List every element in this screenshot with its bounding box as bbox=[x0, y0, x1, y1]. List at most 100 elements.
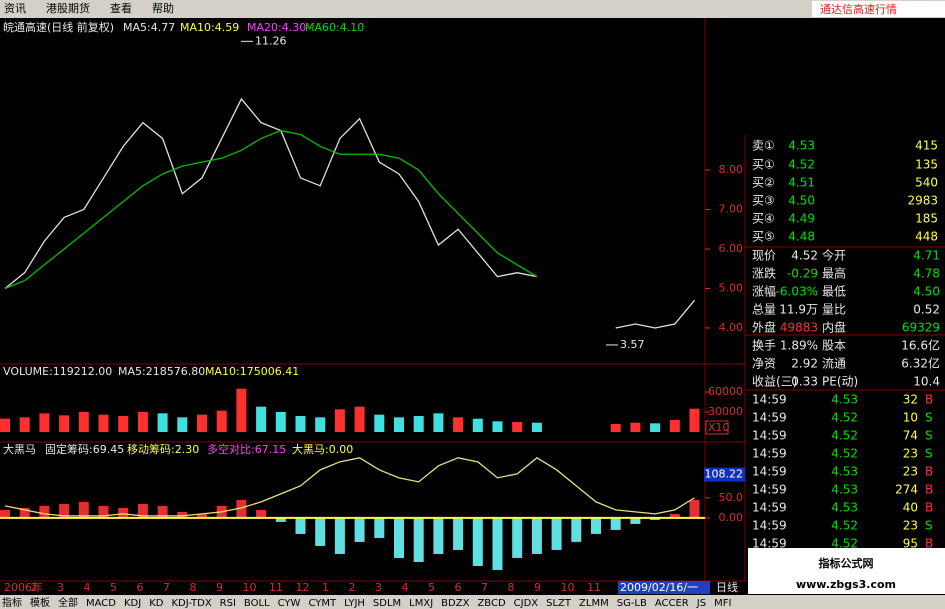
unit-box bbox=[705, 420, 729, 435]
bar bbox=[39, 505, 50, 518]
trade-side: S bbox=[925, 429, 933, 443]
menu-item[interactable]: 帮助 bbox=[152, 1, 174, 15]
tab[interactable]: ZLMM bbox=[579, 598, 609, 609]
trade-price: 4.52 bbox=[831, 537, 858, 551]
bar bbox=[453, 517, 464, 550]
order-label: 买③ bbox=[752, 194, 775, 208]
stat-value: 49883 bbox=[780, 321, 818, 335]
order-price: 4.48 bbox=[788, 230, 815, 244]
tab[interactable]: JS bbox=[696, 598, 706, 609]
tab[interactable]: BDZX bbox=[441, 598, 469, 609]
bar bbox=[216, 410, 227, 432]
tab[interactable]: MFI bbox=[714, 598, 731, 609]
menu-item[interactable]: 港股期货 bbox=[46, 1, 90, 15]
tab[interactable]: LMXJ bbox=[409, 598, 433, 609]
watermark-title: 指标公式网 bbox=[819, 556, 874, 570]
trade-volume: 23 bbox=[903, 447, 918, 461]
ma5: MA5:4.77 bbox=[123, 21, 175, 34]
bar bbox=[512, 422, 523, 432]
trade-volume: 40 bbox=[903, 501, 918, 515]
y-tick-label: 0.00 bbox=[719, 511, 744, 524]
bar bbox=[19, 417, 30, 432]
tab[interactable]: MACD bbox=[86, 598, 116, 609]
tab[interactable]: ACCER bbox=[655, 598, 689, 609]
x-axis-label: 8 bbox=[508, 581, 515, 594]
trade-volume: 23 bbox=[903, 519, 918, 533]
bar bbox=[531, 422, 542, 432]
tab[interactable]: CYW bbox=[278, 598, 301, 609]
tab[interactable]: 指标 bbox=[2, 596, 22, 609]
bar bbox=[315, 517, 326, 546]
tab[interactable]: SLZT bbox=[546, 598, 572, 609]
order-price: 4.49 bbox=[788, 212, 815, 226]
trade-price: 4.52 bbox=[831, 447, 858, 461]
bar bbox=[394, 417, 404, 432]
stat-value: 6.32亿 bbox=[901, 356, 940, 371]
x-axis-label: 8 bbox=[190, 581, 197, 594]
menu-bar bbox=[0, 0, 945, 18]
menu-item[interactable]: 查看 bbox=[110, 1, 132, 15]
bar bbox=[669, 513, 680, 518]
tab[interactable]: CJDX bbox=[514, 598, 539, 609]
stat-value: 2.92 bbox=[791, 357, 818, 371]
tab-bar bbox=[0, 595, 945, 609]
indicator-text: 固定筹码:69.45 bbox=[45, 442, 124, 456]
bar bbox=[354, 517, 365, 542]
current-value-box bbox=[704, 467, 745, 482]
bar bbox=[591, 517, 601, 534]
x-axis-label: 7 bbox=[163, 581, 170, 594]
bar bbox=[472, 418, 483, 432]
bar bbox=[236, 388, 247, 432]
tab[interactable]: SG-LB bbox=[617, 598, 647, 609]
tab[interactable]: LYJH bbox=[344, 598, 365, 609]
bar bbox=[334, 517, 345, 554]
stat-value: -0.29 bbox=[787, 267, 818, 281]
y-tick-label: 5.00 bbox=[719, 281, 744, 294]
tab[interactable]: CYMT bbox=[308, 598, 337, 609]
stat-label: 收益(三) bbox=[752, 375, 797, 389]
x-axis-label: 7 bbox=[481, 581, 488, 594]
bar bbox=[433, 517, 444, 554]
stat-label: 净资 bbox=[752, 357, 776, 371]
tab[interactable]: 全部 bbox=[58, 596, 78, 609]
order-volume: 540 bbox=[915, 176, 938, 190]
tab[interactable]: SDLM bbox=[373, 598, 401, 609]
current-date: 2009/02/16/一 bbox=[620, 581, 698, 594]
indicator-text: 大黑马:0.00 bbox=[292, 442, 353, 456]
bar bbox=[137, 412, 148, 432]
tab[interactable]: RSI bbox=[220, 598, 236, 609]
bar bbox=[650, 517, 661, 520]
trade-time: 14:59 bbox=[752, 483, 787, 497]
order-label: 卖① bbox=[752, 139, 775, 153]
stock-name: 皖通高速(日线 前复权) bbox=[3, 20, 114, 34]
stat-label: 内盘 bbox=[822, 320, 846, 335]
y-tick-label: 8.00 bbox=[719, 163, 744, 176]
order-price: 4.52 bbox=[788, 158, 815, 172]
tab[interactable]: ZBCD bbox=[477, 598, 506, 609]
y-tick-label: 30000 bbox=[708, 405, 743, 418]
stat-label: 现价 bbox=[752, 249, 776, 263]
tab[interactable]: 模板 bbox=[30, 596, 50, 609]
x-axis-label: 4 bbox=[402, 581, 409, 594]
trade-time: 14:59 bbox=[752, 501, 787, 515]
app-title: 通达信高速行情 bbox=[820, 2, 897, 16]
trade-volume: 95 bbox=[903, 537, 918, 551]
menu-item[interactable]: 资讯 bbox=[4, 2, 26, 15]
bar bbox=[78, 501, 89, 518]
current-value: 108.22 bbox=[705, 468, 744, 481]
tab[interactable]: BOLL bbox=[244, 598, 270, 609]
trade-side: B bbox=[925, 501, 933, 515]
bar bbox=[610, 424, 621, 432]
x-axis-label: 9 bbox=[534, 581, 541, 594]
tab[interactable]: KD bbox=[149, 598, 164, 609]
line-series bbox=[4, 457, 695, 517]
trade-price: 4.52 bbox=[831, 429, 858, 443]
tab[interactable]: KDJ-TDX bbox=[171, 598, 211, 609]
trade-time: 14:59 bbox=[752, 411, 787, 425]
bar bbox=[492, 421, 503, 432]
bar bbox=[669, 420, 680, 432]
tab[interactable]: KDJ bbox=[124, 598, 141, 609]
stat-value: -6.03% bbox=[776, 285, 818, 299]
